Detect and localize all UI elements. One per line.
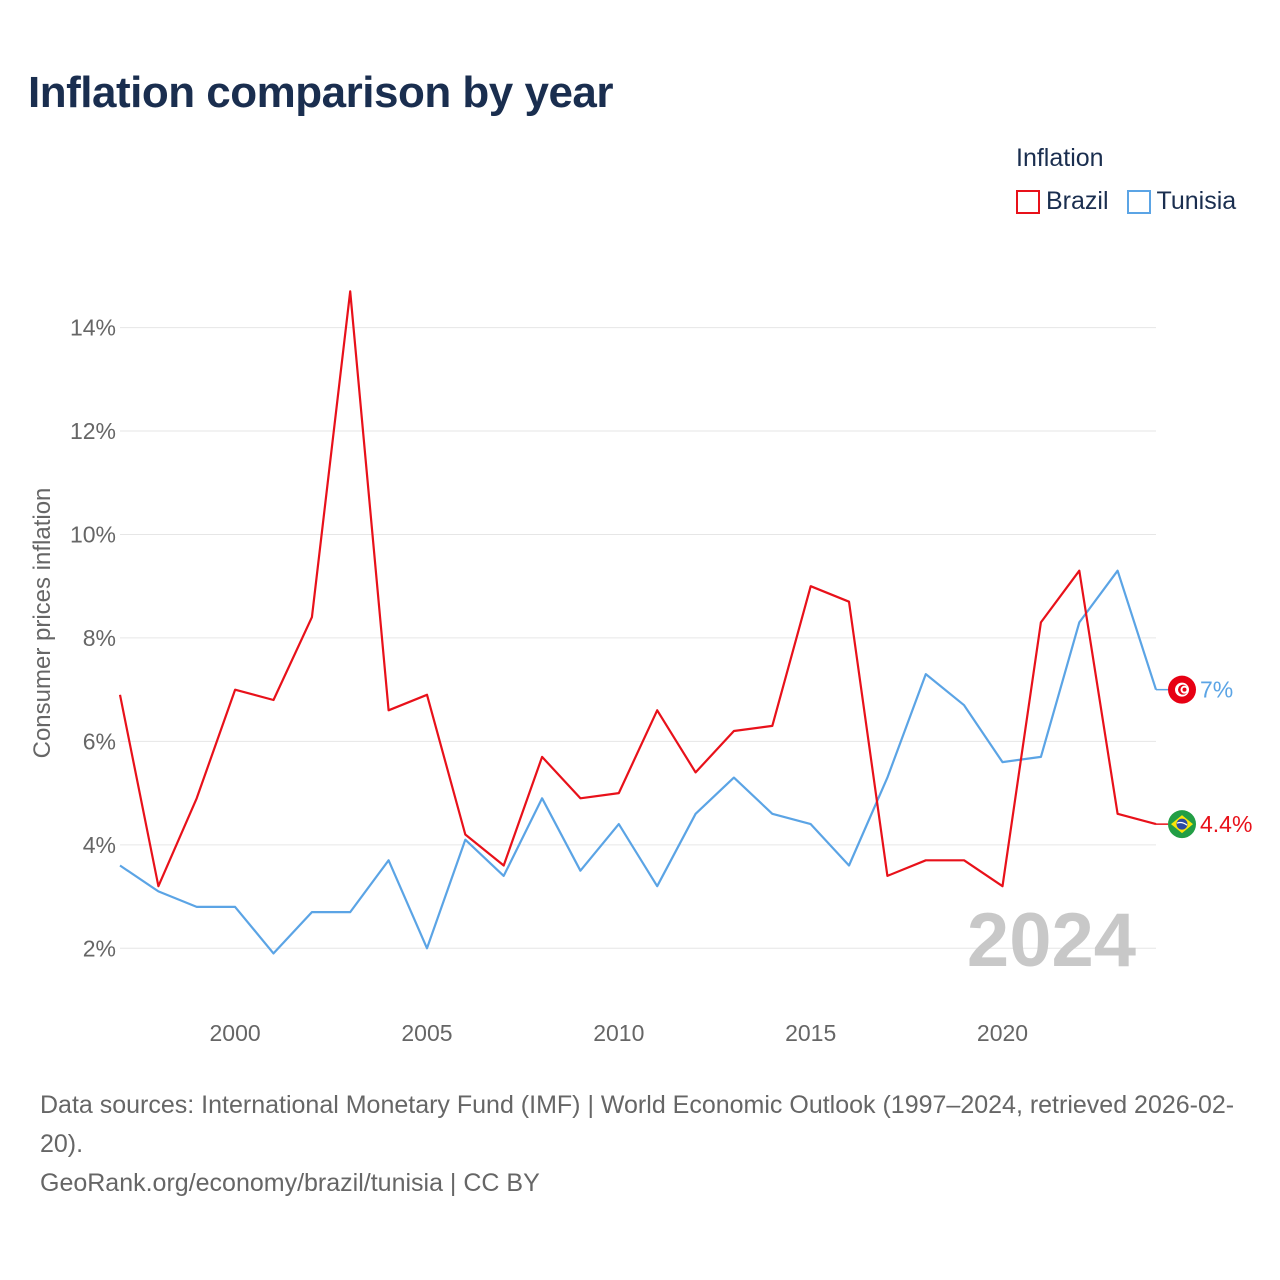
gridlines [120,327,1156,949]
end-value-label-tunisia: 7% [1200,677,1233,703]
legend: Inflation Brazil Tunisia [1016,144,1254,216]
y-tick-label: 2% [83,935,116,961]
chart-title: Inflation comparison by year [28,68,614,117]
y-tick-label: 8% [83,625,116,651]
x-tick-label: 2010 [593,1020,644,1046]
x-tick-label: 2000 [210,1020,261,1046]
y-tick-label: 14% [70,315,116,341]
legend-swatch-brazil [1016,189,1040,214]
legend-items: Brazil Tunisia [1016,187,1254,216]
legend-item-tunisia[interactable]: Tunisia [1126,187,1237,216]
line-chart: 2% 4% 6% 8% 10% 12% 14% 2000 2005 2010 2015 2020 C… [29,290,1252,1046]
series-lines [118,290,1158,955]
y-axis-label: Consumer prices inflation [29,488,56,759]
x-axis-ticks: 2000 2005 2010 2015 2020 [210,1020,1029,1046]
legend-title: Inflation [1016,144,1104,172]
source-line-attribution[interactable]: GeoRank.org/economy/brazil/tunisia | CC … [40,1169,540,1197]
x-tick-label: 2005 [401,1020,452,1046]
y-tick-label: 6% [83,728,116,754]
x-tick-label: 2020 [977,1020,1028,1046]
source-note: Data sources: International Monetary Fun… [40,1086,1250,1203]
y-tick-label: 10% [70,521,116,547]
y-tick-label: 12% [70,418,116,444]
source-line-data: Data sources: International Monetary Fun… [40,1091,1235,1158]
legend-label-tunisia: Tunisia [1156,187,1237,215]
legend-item-brazil[interactable]: Brazil [1016,187,1109,216]
brazil-flag-icon [1168,810,1196,839]
current-year-watermark: 2024 [967,898,1136,983]
legend-swatch-tunisia [1126,189,1151,214]
legend-label-brazil: Brazil [1046,187,1109,215]
y-axis-ticks: 2% 4% 6% 8% 10% 12% 14% [70,315,116,962]
series-end-labels: 4.4% 7% [1156,675,1252,839]
x-tick-label: 2015 [785,1020,836,1046]
series-line-tunisia[interactable] [119,569,1158,955]
series-line-brazil[interactable] [118,290,1157,888]
y-tick-label: 4% [83,832,116,858]
tunisia-flag-icon [1168,675,1196,704]
end-value-label-brazil: 4.4% [1200,811,1252,837]
